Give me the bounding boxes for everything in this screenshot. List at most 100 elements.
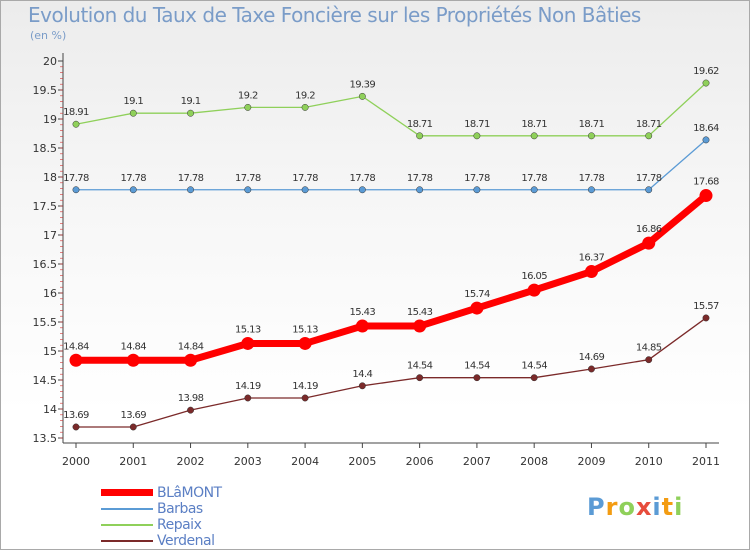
data-point — [187, 186, 194, 194]
logo-letter: i — [652, 493, 662, 521]
logo-letter: i — [674, 493, 684, 521]
x-tick-label: 2000 — [62, 455, 90, 468]
data-label: 15.57 — [693, 301, 719, 312]
data-label: 15.74 — [464, 289, 490, 300]
data-label: 14.19 — [235, 381, 261, 392]
data-point — [72, 423, 80, 431]
series-line-verdenal — [76, 317, 707, 428]
data-point — [358, 186, 366, 194]
data-point — [473, 132, 481, 140]
legend-swatch — [101, 489, 153, 496]
data-label: 19.62 — [693, 66, 719, 77]
data-label: 17.68 — [693, 177, 719, 188]
series-line-repaix — [75, 82, 707, 137]
data-point — [298, 336, 312, 350]
data-label: 18.64 — [693, 123, 719, 134]
data-label: 16.86 — [636, 224, 662, 235]
data-label: 17.78 — [235, 173, 261, 184]
data-point — [645, 132, 653, 140]
data-point — [416, 132, 424, 140]
data-point — [702, 314, 710, 322]
data-label: 15.13 — [235, 324, 261, 335]
data-label: 14.69 — [579, 352, 605, 363]
data-label: 15.43 — [350, 307, 376, 318]
data-label: 17.78 — [63, 173, 89, 184]
series-line-blâmont — [76, 192, 709, 364]
logo-letter: o — [618, 493, 636, 521]
x-tick-label: 2001 — [119, 455, 147, 468]
x-tick-label: 2010 — [635, 455, 663, 468]
y-tick-label: 19.5 — [33, 84, 58, 97]
data-label: 19.2 — [238, 90, 258, 101]
data-point — [588, 365, 595, 373]
data-label: 17.78 — [579, 173, 605, 184]
data-point — [530, 132, 538, 140]
x-tick-label: 2003 — [234, 455, 262, 468]
logo-letter: x — [635, 493, 653, 521]
legend-item-blamont: BLâMONT — [101, 485, 301, 501]
data-label: 18.71 — [407, 119, 433, 130]
data-point — [184, 353, 198, 367]
data-label: 13.69 — [120, 410, 146, 421]
data-point — [129, 186, 137, 194]
data-label: 19.39 — [350, 79, 376, 90]
x-tick-label: 2009 — [577, 455, 605, 468]
data-label: 14.84 — [178, 341, 204, 352]
data-point — [588, 186, 595, 194]
data-point — [702, 136, 710, 144]
data-label: 18.91 — [63, 107, 89, 118]
data-point — [413, 319, 427, 333]
data-point — [645, 356, 653, 364]
data-point — [588, 132, 595, 140]
legend-label: Verdenal — [157, 533, 215, 549]
data-point — [301, 186, 309, 194]
data-point — [301, 103, 309, 111]
x-tick-label: 2002 — [177, 455, 205, 468]
logo-letter: r — [605, 493, 619, 521]
data-point — [241, 336, 255, 350]
data-label: 17.78 — [636, 173, 662, 184]
x-tick-label: 2008 — [520, 455, 548, 468]
data-label: 16.37 — [579, 253, 605, 264]
data-label: 17.78 — [292, 173, 318, 184]
series-line-barbas — [76, 139, 707, 191]
y-tick-label: 19 — [43, 113, 57, 126]
data-label: 17.78 — [350, 173, 376, 184]
y-tick-label: 20 — [43, 55, 57, 68]
data-label: 13.69 — [63, 410, 89, 421]
y-tick-label: 16.5 — [33, 258, 58, 271]
logo-letter: t — [661, 493, 675, 521]
data-point — [187, 406, 194, 414]
y-tick-label: 15.5 — [33, 316, 58, 329]
data-point — [416, 186, 424, 194]
data-point — [358, 92, 366, 100]
x-tick-label: 2007 — [463, 455, 491, 468]
data-point — [416, 374, 424, 382]
legend-label: Barbas — [157, 501, 203, 517]
data-point — [473, 186, 481, 194]
data-label: 14.54 — [464, 361, 490, 372]
data-label: 17.78 — [521, 173, 547, 184]
data-label: 14.84 — [120, 341, 146, 352]
data-point — [645, 186, 653, 194]
data-point — [530, 186, 538, 194]
y-tick-label: 17 — [43, 229, 57, 242]
y-tick-label: 15 — [43, 345, 57, 358]
data-label: 17.78 — [178, 173, 204, 184]
data-label: 19.1 — [123, 96, 143, 107]
proxiti-logo: Proxiti — [587, 493, 683, 521]
data-point — [584, 265, 598, 279]
x-tick-label: 2004 — [291, 455, 319, 468]
legend-label: BLâMONT — [157, 485, 222, 501]
data-point — [129, 109, 137, 117]
logo-letter: P — [587, 493, 606, 521]
data-label: 18.71 — [464, 119, 490, 130]
data-label: 14.54 — [521, 361, 547, 372]
data-label: 14.4 — [352, 369, 372, 380]
x-tick-label: 2011 — [692, 455, 720, 468]
data-point — [470, 301, 484, 315]
data-label: 19.2 — [295, 90, 315, 101]
data-label: 17.78 — [464, 173, 490, 184]
data-point — [301, 394, 309, 402]
y-tick-label: 18.5 — [33, 142, 58, 155]
